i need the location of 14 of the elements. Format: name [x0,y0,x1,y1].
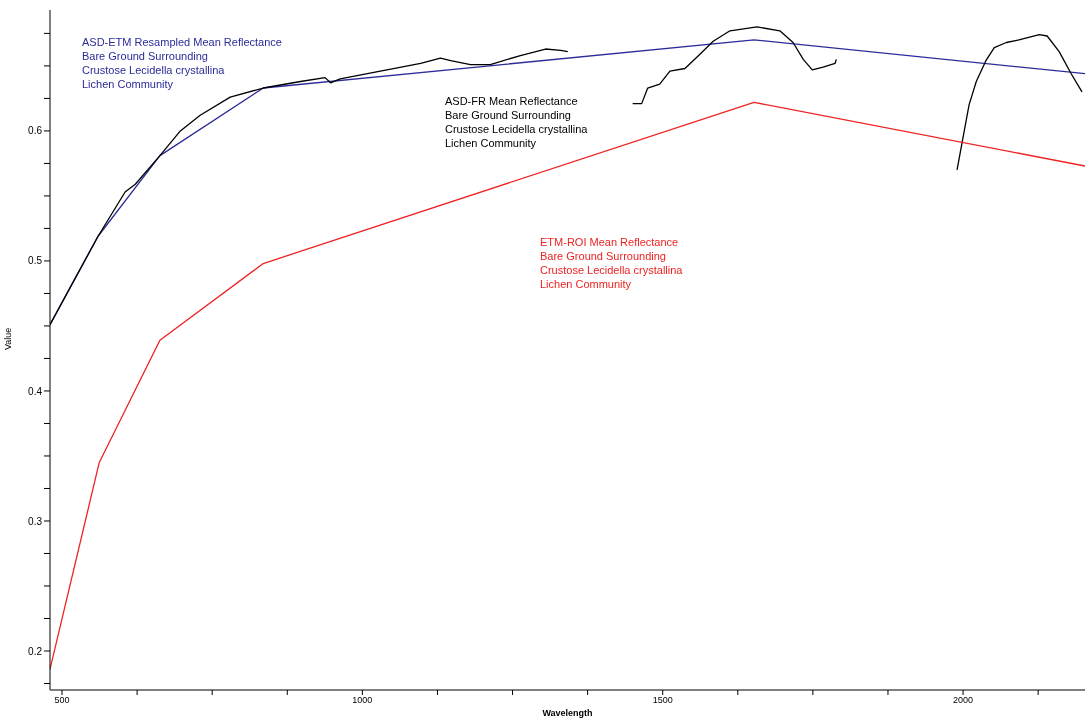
x-tick-label: 1000 [352,695,373,706]
y-axis-title: Value [3,327,14,350]
y-tick-label: 0.4 [28,385,43,397]
text: ASD-FR Mean Reflectance Bare Ground Surrounding Crustose Lecidella crystallina Lichen Community [445,94,588,150]
x-axis-title: Wavelength [542,708,593,718]
x-tick-label: 1500 [652,695,673,706]
x-tick-label: 2000 [953,695,974,706]
x-tick-label: 500 [54,695,70,706]
series-label: ASD-ETM Resampled Mean Reflectance Bare Ground Surrounding Crustose Lecidella crystallina Lichen Community [82,35,282,91]
y-tick-label: 0.5 [28,255,43,267]
text: ETM-ROI Mean Reflectance Bare Ground Surrounding Crustose Lecidella crystallina Lichen Community [540,235,683,291]
y-tick-label: 0.6 [28,125,43,137]
y-tick-label: 0.3 [28,515,43,527]
y-tick-label: 0.2 [28,645,43,657]
